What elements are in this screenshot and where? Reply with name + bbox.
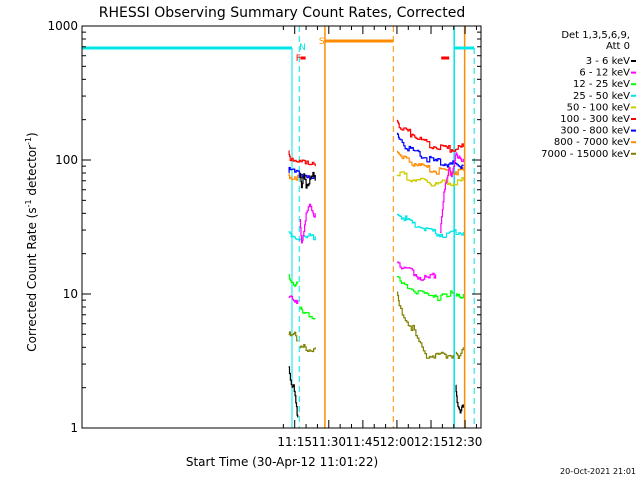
series-line-segment: [299, 306, 316, 320]
y-tick-label: 1: [70, 421, 78, 435]
axes-group: 11:15 11:30 11:45 12:00 12:15 12:30 1 10 100 1000: [47, 19, 482, 449]
series-line-segment: [288, 295, 299, 304]
plot-frame: [81, 25, 482, 429]
series-line-segment: [299, 344, 316, 353]
series-line-segment: [396, 261, 437, 281]
legend-entry: 50 - 100 keV: [567, 102, 631, 113]
series-line-segment: [288, 150, 316, 167]
series-line-segment: [288, 331, 299, 342]
legend-entry: 6 - 12 keV: [579, 68, 630, 79]
x-tick-label: 11:30: [311, 435, 346, 449]
y-axis-label-sup1: -1: [24, 199, 33, 207]
series-line-segment: [299, 171, 316, 189]
series-line-segment: [455, 347, 464, 359]
legend-header-line: Det 1,3,5,6,9,: [561, 30, 630, 41]
series-line-segment: [396, 171, 464, 187]
legend-entry: 12 - 25 keV: [573, 79, 630, 90]
series-9: [288, 291, 464, 359]
footer-timestamp: 20-Oct-2021 21:01: [560, 467, 636, 476]
series-2: [288, 152, 464, 304]
legend-entry: 25 - 50 keV: [573, 91, 630, 102]
series-line-segment: [288, 366, 299, 418]
legend-entry: 300 - 800 keV: [560, 126, 630, 137]
flag-label-f: F: [296, 54, 301, 64]
y-axis-label-mid: detector: [25, 145, 39, 200]
y-tick-label: 100: [55, 153, 78, 167]
x-axis-label: Start Time (30-Apr-12 11:01:22): [186, 455, 378, 469]
series-line-segment: [396, 276, 454, 302]
legend-entry: 800 - 7000 keV: [554, 137, 630, 148]
series-1: [288, 171, 464, 418]
series-line-segment: [455, 384, 464, 414]
legend-entry: 3 - 6 keV: [586, 56, 630, 67]
flag-label-n: N: [299, 43, 306, 53]
y-axis-label-main: Corrected Count Rate (s: [25, 207, 39, 351]
legend-header-line: Att 0: [606, 41, 630, 52]
series-group: [288, 119, 464, 418]
x-tick-label: 12:00: [380, 435, 415, 449]
series-line-segment: [396, 213, 464, 238]
series-4: [288, 213, 464, 241]
series-line-segment: [299, 203, 316, 244]
series-line-segment: [396, 291, 454, 359]
y-axis-label-sup2: -1: [24, 137, 33, 145]
series-5: [396, 171, 464, 187]
legend-entry: 100 - 300 keV: [560, 114, 630, 125]
series-6: [288, 119, 464, 167]
legend-entry: 7000 - 15000 keV: [541, 149, 630, 160]
y-tick-label: 10: [63, 287, 78, 301]
x-tick-label: 12:30: [448, 435, 483, 449]
y-tick-label: 1000: [47, 19, 78, 33]
flag-markers: FN S: [296, 37, 325, 64]
flag-label-s: S: [319, 37, 325, 47]
x-tick-label: 11:15: [277, 435, 312, 449]
y-axis-label: Corrected Count Rate (s-1 detector-1): [24, 132, 39, 351]
series-line-segment: [440, 152, 464, 233]
x-tick-label: 12:15: [414, 435, 449, 449]
series-line-segment: [288, 274, 299, 287]
chart-title: RHESSI Observing Summary Count Rates, Co…: [99, 5, 465, 21]
series-line-segment: [396, 132, 464, 169]
y-axis-label-end: ): [25, 132, 39, 137]
series-3: [288, 274, 464, 320]
x-tick-label: 11:45: [346, 435, 381, 449]
attenuator-background-markers: [82, 26, 475, 428]
series-line-segment: [396, 119, 464, 153]
series-line-segment: [455, 293, 464, 299]
